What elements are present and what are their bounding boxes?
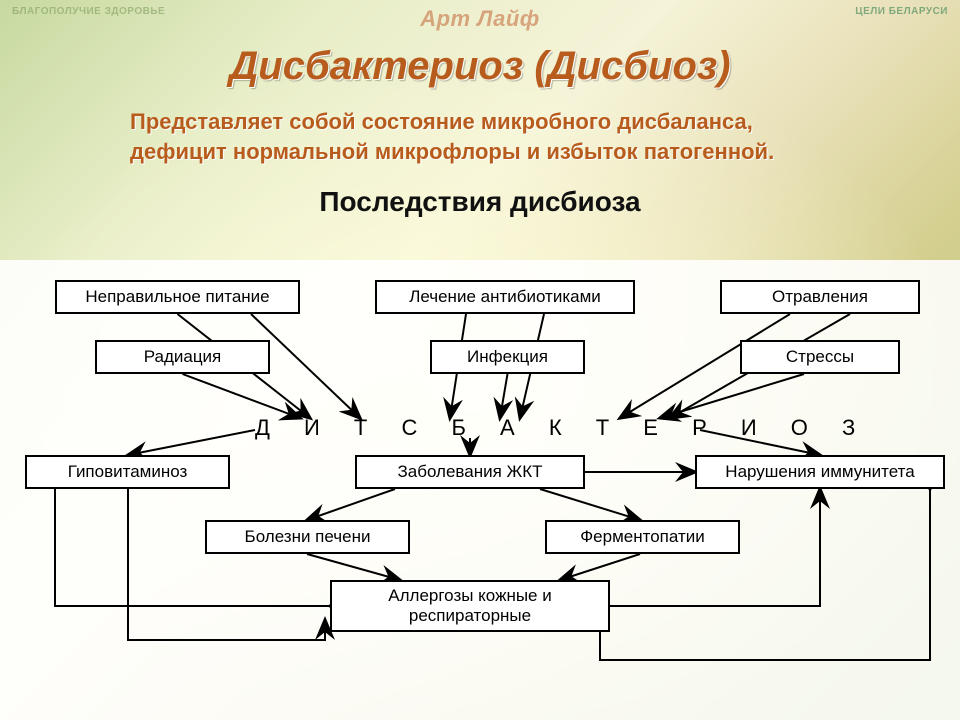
node-liver: Болезни печени (205, 520, 410, 554)
subtitle: Представляет собой состояние микробного … (0, 107, 960, 166)
logo-right: ЦЕЛИ БЕЛАРУСИ (855, 6, 948, 17)
node-inf: Инфекция (430, 340, 585, 374)
node-gkt: Заболевания ЖКТ (355, 455, 585, 489)
section-title: Последствия дисбиоза (0, 186, 960, 218)
logo-left: БЛАГОПОЛУЧИЕ ЗДОРОВЬЕ (12, 6, 165, 17)
node-stress: Стрессы (740, 340, 900, 374)
central-label: Д И Т С Б А К Т Е Р И О З (255, 415, 869, 441)
node-immune: Нарушения иммунитета (695, 455, 945, 489)
diagram-area: Д И Т С Б А К Т Е Р И О З Неправильное п… (0, 260, 960, 720)
node-ferment: Ферментопатии (545, 520, 740, 554)
node-allerg: Аллергозы кожные и респираторные (330, 580, 610, 632)
node-diet: Неправильное питание (55, 280, 300, 314)
logo-mid: Арт Лайф (420, 6, 540, 32)
node-rad: Радиация (95, 340, 270, 374)
node-hypo: Гиповитаминоз (25, 455, 230, 489)
node-poison: Отравления (720, 280, 920, 314)
arrow-layer (0, 260, 960, 720)
node-antibiot: Лечение антибиотиками (375, 280, 635, 314)
